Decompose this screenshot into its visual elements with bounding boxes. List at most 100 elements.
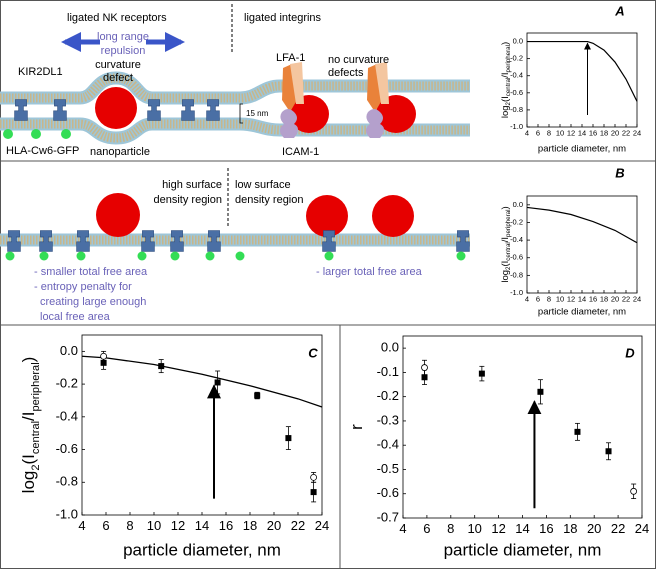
gfp	[3, 129, 13, 139]
x-axis-label: particle diameter, nm	[538, 307, 626, 318]
point	[574, 428, 581, 435]
point	[100, 352, 107, 360]
annotation: ICAM-1	[282, 146, 319, 158]
y-axis-label-part: central	[505, 78, 512, 96]
y-tick-label: -0.6	[56, 441, 78, 456]
x-tick-label: 6	[102, 518, 109, 533]
y-axis-label-part: /I	[500, 72, 511, 77]
y-tick-label: -0.8	[510, 270, 523, 279]
x-tick-label: 4	[525, 295, 529, 304]
plot-frame	[526, 195, 638, 294]
x-tick-label: 4	[78, 518, 85, 533]
x-tick-label: 22	[291, 518, 305, 533]
panel-heading: ligated integrins	[244, 12, 322, 24]
x-axis-label: particle diameter, nm	[444, 540, 602, 559]
x-tick-label: 14	[578, 295, 586, 304]
x-tick-label: 24	[633, 129, 641, 138]
y-axis-label-part: log	[19, 471, 38, 494]
x-tick-label: 24	[633, 295, 641, 304]
x-axis-label: particle diameter, nm	[123, 540, 281, 559]
point	[537, 388, 544, 395]
panel-letter: D	[625, 345, 635, 360]
y-tick-label: -0.2	[510, 217, 523, 226]
y-axis-label: log2(Icentral/Iperipheral)	[500, 42, 513, 118]
note: - smaller total free area	[34, 266, 148, 278]
y-tick-label: -1.0	[510, 288, 523, 297]
point	[100, 359, 107, 366]
y-tick-label: -0.8	[56, 474, 78, 489]
plot-frame	[402, 335, 643, 519]
y-axis-label-part: (I	[19, 454, 38, 464]
x-tick-label: 20	[587, 521, 601, 536]
point	[254, 392, 261, 399]
x-tick-label: 16	[589, 295, 597, 304]
y-tick-label: -0.2	[377, 388, 399, 403]
point	[605, 448, 612, 455]
point	[310, 489, 317, 496]
y-tick-label: -1.0	[510, 122, 523, 131]
y-axis-label-part: (I	[500, 96, 511, 102]
y-tick-label: 0.0	[60, 343, 78, 358]
x-tick-label: 20	[611, 295, 619, 304]
x-tick-label: 10	[556, 295, 564, 304]
y-axis-label-part: log	[500, 105, 511, 118]
annotation: LFA-1	[276, 52, 305, 64]
region-label: density region	[154, 194, 223, 206]
y-tick-label: -0.4	[510, 71, 523, 80]
x-axis-label: particle diameter, nm	[538, 144, 626, 155]
x-tick-label: 18	[600, 295, 608, 304]
point	[478, 370, 485, 377]
membrane	[0, 71, 470, 145]
annotation: HLA-Cw6-GFP	[6, 145, 79, 157]
receptor	[53, 99, 67, 121]
region-label: low surface	[235, 179, 291, 191]
annotation: nanoparticle	[90, 146, 150, 158]
x-tick-label: 18	[600, 129, 608, 138]
x-tick-label: 22	[622, 129, 630, 138]
y-tick-label: 0.0	[513, 200, 523, 209]
x-tick-label: 16	[589, 129, 597, 138]
y-tick-label: -0.7	[377, 509, 399, 524]
y-axis-label: r	[347, 424, 366, 430]
y-axis-label: log2(Icentral/Iperipheral)	[500, 206, 513, 282]
receptor	[147, 99, 161, 121]
x-tick-label: 6	[423, 521, 430, 536]
annotation: repulsion	[101, 45, 146, 57]
y-axis-label-part: )	[19, 357, 38, 363]
x-tick-label: 6	[536, 295, 540, 304]
x-tick-label: 6	[536, 129, 540, 138]
y-axis-label-part: central	[30, 421, 42, 454]
diagram-b: high surface density region low surface …	[0, 168, 470, 323]
y-tick-label: -0.6	[510, 88, 523, 97]
nanoparticle	[372, 195, 414, 237]
x-tick-label: 10	[467, 521, 481, 536]
x-tick-label: 12	[491, 521, 505, 536]
x-tick-label: 20	[611, 129, 619, 138]
note: local free area	[40, 311, 111, 323]
panel-letter: C	[308, 345, 318, 360]
plot-frame	[526, 32, 638, 128]
x-tick-label: 8	[547, 295, 551, 304]
diagram-a: ligated NK receptors ligated integrins l…	[0, 4, 470, 158]
model-curve	[81, 355, 323, 408]
annotation: curvature	[95, 59, 141, 71]
icam-1	[280, 109, 298, 138]
nanoparticle	[289, 95, 329, 133]
y-axis-label-part: )	[500, 42, 511, 45]
annotation: defect	[103, 72, 133, 84]
x-tick-label: 10	[147, 518, 161, 533]
y-tick-label: -0.5	[377, 461, 399, 476]
gfps	[5, 251, 466, 261]
y-axis-label-part: 2	[30, 464, 42, 470]
point	[421, 364, 428, 371]
icam-1	[366, 109, 384, 138]
x-tick-label: 8	[126, 518, 133, 533]
x-tick-label: 8	[547, 129, 551, 138]
nanoparticle	[96, 193, 140, 237]
y-axis-label-part: )	[500, 206, 511, 209]
y-axis-label-part: 2	[505, 101, 512, 105]
panel-letter: A	[614, 3, 624, 18]
data-line	[526, 206, 638, 244]
y-axis-label-part: peripheral	[505, 210, 512, 237]
x-tick-label: 14	[195, 518, 209, 533]
